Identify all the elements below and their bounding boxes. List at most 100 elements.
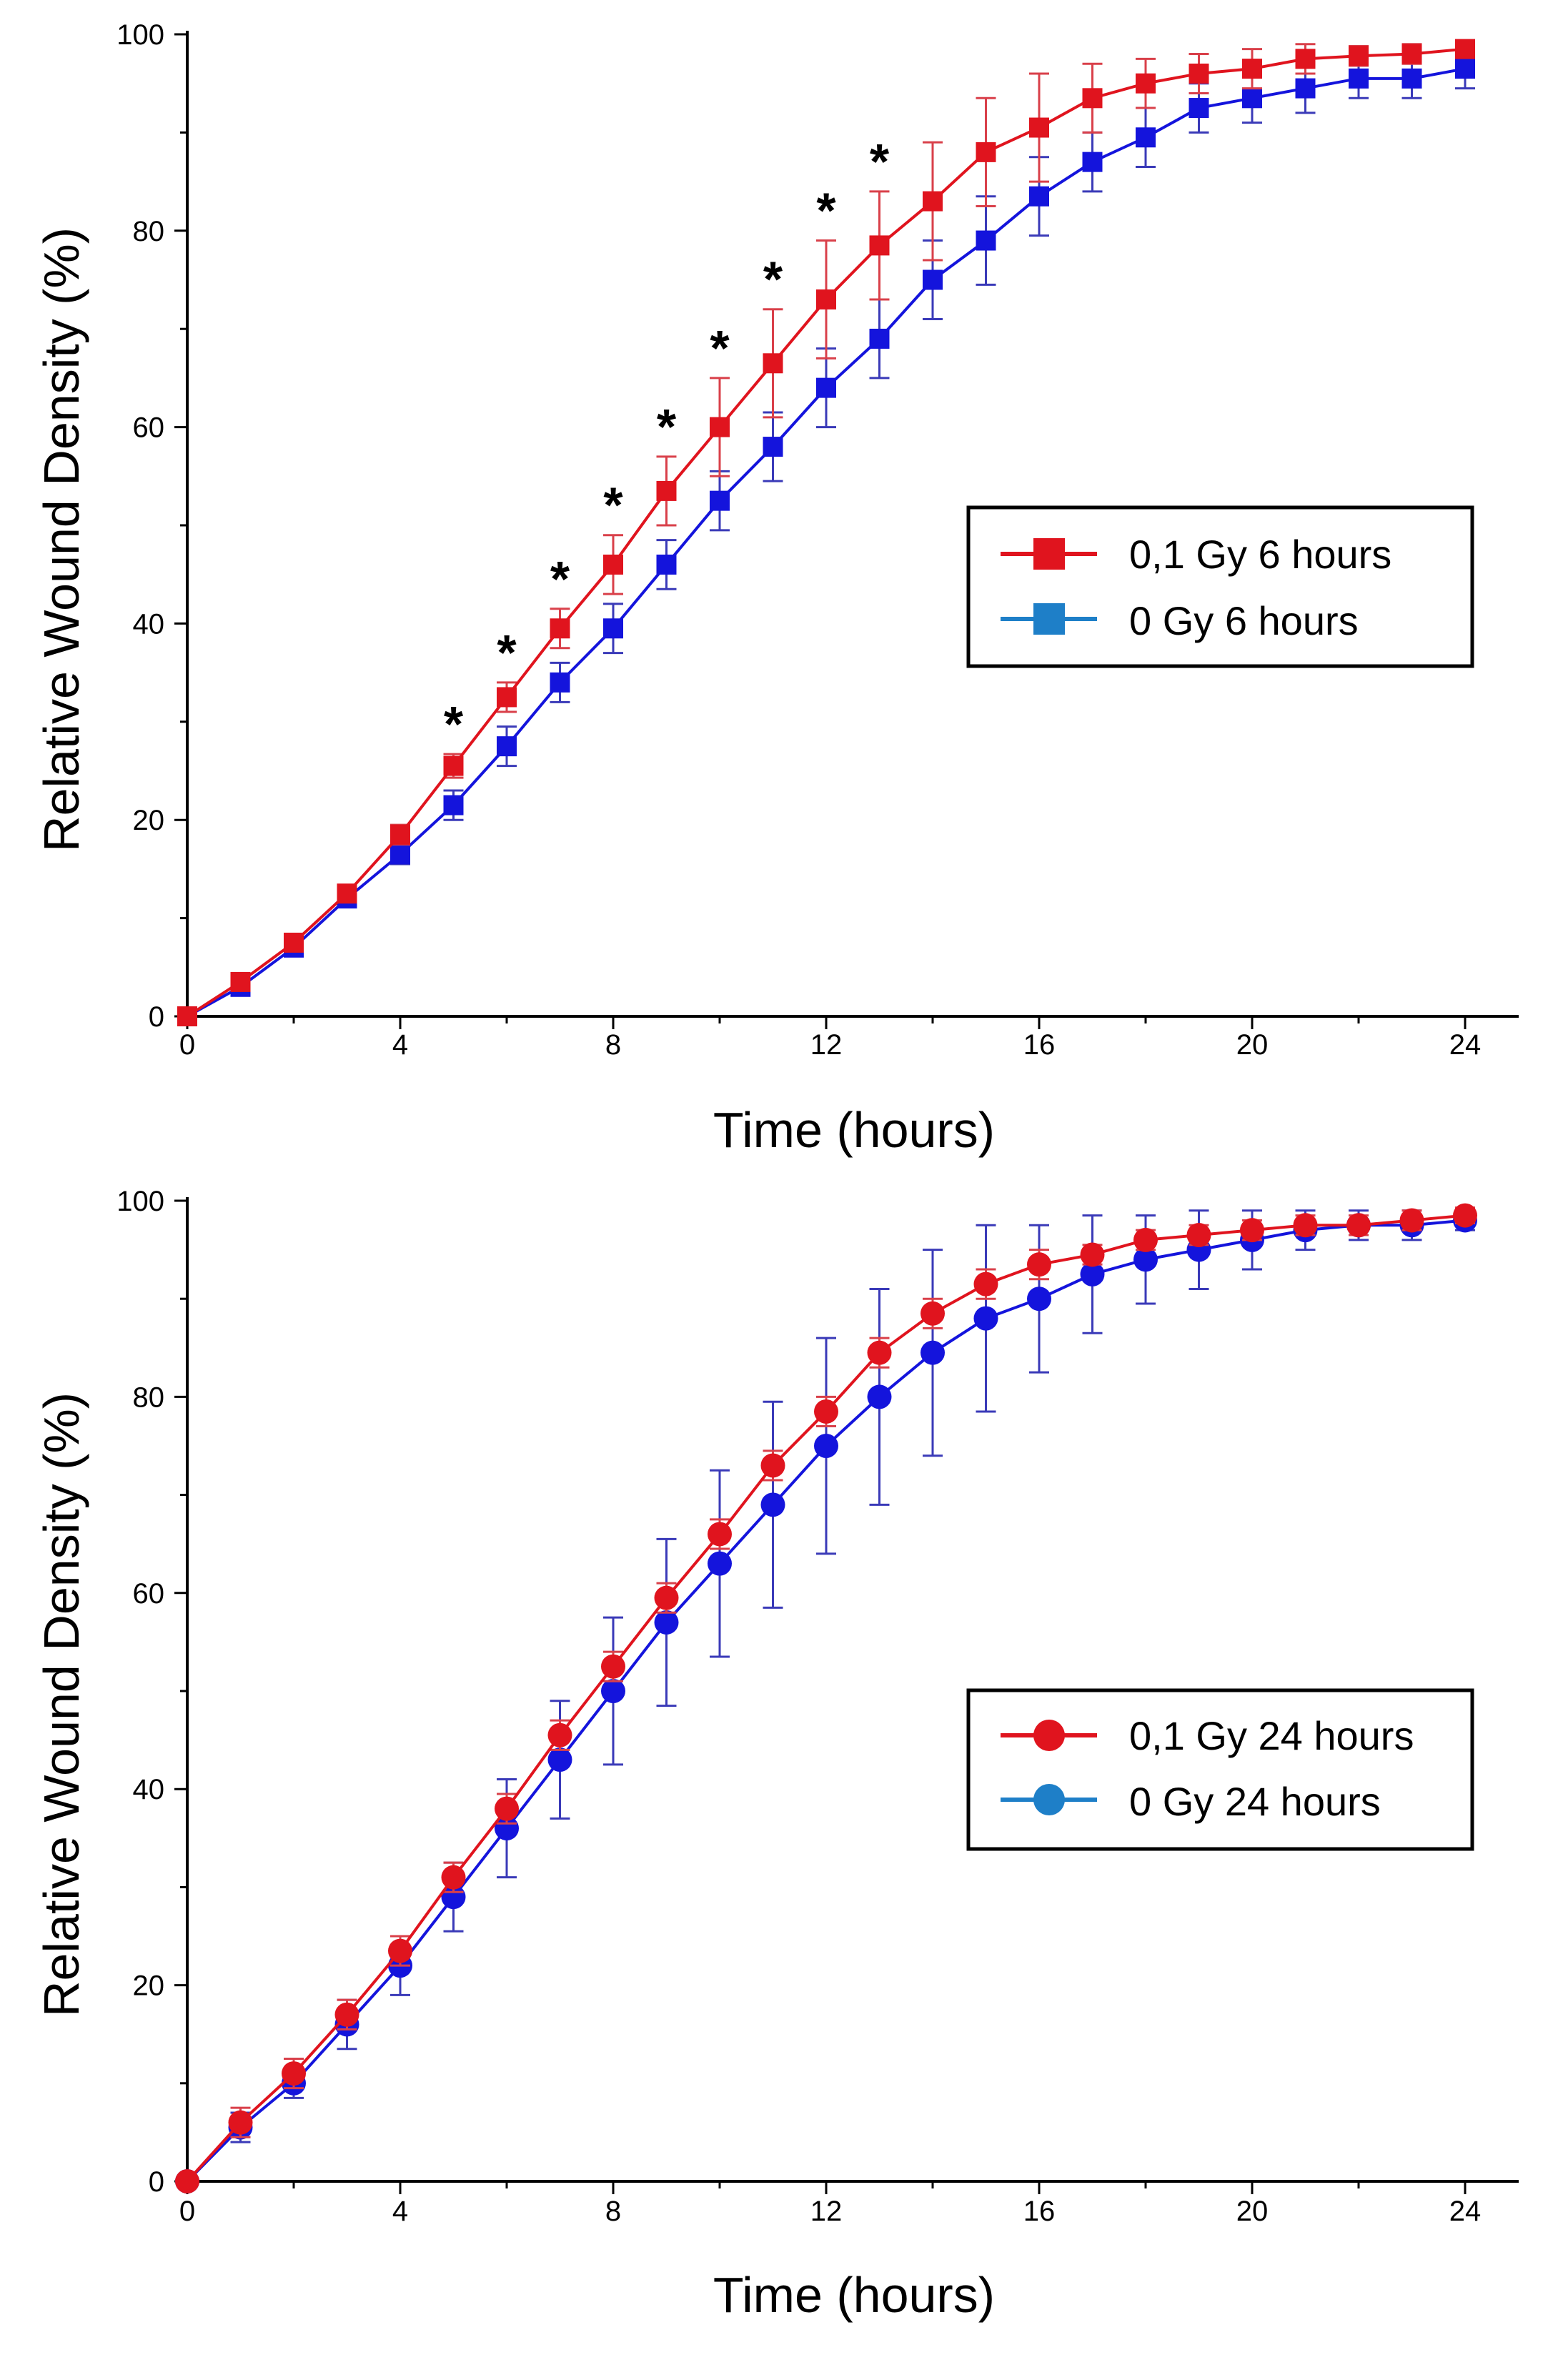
data-point (973, 1306, 998, 1331)
data-point (443, 755, 464, 776)
significance-asterisk: * (710, 320, 730, 376)
y-tick-label: 80 (133, 216, 165, 247)
top-chart-y-axis-label: Relative Wound Density (%) (34, 227, 89, 852)
data-point (1133, 1247, 1158, 1272)
top-chart-significance-markers: * * * * * * * * * (444, 134, 890, 752)
data-point (656, 480, 677, 501)
data-point (921, 1301, 945, 1326)
bottom-chart-axes: 0 20 40 60 80 100 0 4 8 12 16 20 24 (116, 1186, 1519, 2227)
y-tick-label: 40 (133, 1774, 165, 1805)
data-point (1349, 68, 1369, 89)
significance-asterisk: * (816, 183, 836, 239)
legend-label-treated-24h: 0,1 Gy 24 hours (1129, 1713, 1414, 1758)
x-tick-label: 8 (605, 1029, 621, 1061)
x-tick-label: 12 (810, 1029, 843, 1061)
data-point (175, 2169, 199, 2193)
bottom-chart-y-axis-label: Relative Wound Density (%) (34, 1392, 89, 2017)
data-point (1295, 49, 1316, 69)
data-point (282, 2061, 306, 2086)
data-point (973, 1271, 998, 1297)
data-point (816, 289, 836, 309)
data-point (603, 618, 623, 639)
data-point (1242, 88, 1262, 109)
legend-label-treated-6h: 0,1 Gy 6 hours (1129, 532, 1391, 577)
x-tick-label: 24 (1449, 1029, 1482, 1061)
data-point (869, 328, 890, 349)
data-point (760, 1453, 785, 1478)
top-chart-x-axis-label: Time (hours) (713, 1102, 995, 1158)
data-point (654, 1610, 679, 1635)
data-point (1080, 1261, 1105, 1286)
legend-circle-marker-blue (1033, 1784, 1065, 1815)
data-point (1029, 186, 1049, 207)
data-point (441, 1865, 466, 1890)
significance-asterisk: * (657, 399, 677, 455)
data-point (976, 142, 996, 162)
legend-circle-marker-red (1033, 1720, 1065, 1751)
legend-label-control-6h: 0 Gy 6 hours (1129, 598, 1359, 643)
data-point (1242, 59, 1262, 79)
data-point (708, 1522, 732, 1547)
bottom-chart-legend-box (966, 1688, 1474, 1851)
series-0 (175, 1203, 1477, 2193)
legend-label-control-24h: 0 Gy 24 hours (1129, 1779, 1381, 1824)
data-point (1189, 63, 1209, 84)
x-tick-label: 8 (605, 2196, 621, 2227)
data-point (1080, 1242, 1105, 1267)
y-tick-label: 60 (133, 1578, 165, 1610)
bottom-chart-series (175, 1203, 1477, 2193)
data-point (867, 1340, 892, 1365)
legend-square-marker-blue (1033, 603, 1065, 635)
significance-asterisk: * (444, 696, 464, 752)
data-point (284, 932, 304, 953)
x-tick-label: 16 (1023, 1029, 1056, 1061)
data-point (1455, 59, 1475, 79)
x-tick-label: 12 (810, 2196, 843, 2227)
data-point (228, 2110, 253, 2135)
x-tick-label: 24 (1449, 2196, 1482, 2227)
data-point (1186, 1223, 1211, 1248)
top-chart-legend-box (966, 505, 1474, 668)
data-point (656, 554, 677, 575)
data-point (337, 883, 357, 904)
y-tick-label: 0 (149, 2166, 164, 2198)
data-point (1027, 1286, 1051, 1312)
data-point (976, 230, 996, 251)
y-tick-label: 100 (116, 1186, 164, 1217)
data-point (1401, 44, 1422, 64)
data-point (1455, 39, 1475, 59)
data-point (869, 235, 890, 256)
x-tick-label: 4 (392, 1029, 408, 1061)
data-point (921, 1340, 945, 1365)
data-point (1240, 1218, 1264, 1243)
x-tick-label: 16 (1023, 2196, 1056, 2227)
y-tick-label: 40 (133, 608, 165, 640)
data-point (390, 844, 410, 865)
bottom-chart: 0 20 40 60 80 100 0 4 8 12 16 20 24 Time (hours) Rel… (34, 1186, 1519, 2323)
data-point (1082, 88, 1103, 109)
top-chart-axes: 0 20 40 60 80 100 0 4 8 12 16 20 24 (116, 19, 1519, 1061)
data-point (1027, 1252, 1051, 1277)
y-tick-label: 20 (133, 1970, 165, 2002)
y-tick-label: 80 (133, 1382, 165, 1413)
data-point (1189, 98, 1209, 119)
data-point (601, 1654, 625, 1679)
data-point (923, 191, 943, 212)
x-tick-label: 20 (1236, 2196, 1269, 2227)
data-point (1346, 1213, 1371, 1238)
bottom-chart-legend: 0,1 Gy 24 hours 0 Gy 24 hours (966, 1688, 1474, 1851)
x-tick-label: 0 (179, 1029, 195, 1061)
data-point (390, 824, 410, 845)
significance-asterisk: * (870, 134, 890, 189)
data-point (923, 269, 943, 290)
data-point (601, 1679, 625, 1703)
data-point (443, 795, 464, 815)
series-0 (177, 39, 1475, 1026)
data-point (763, 437, 783, 457)
data-point (1349, 46, 1369, 66)
data-point (497, 736, 517, 757)
data-point (814, 1434, 838, 1458)
data-point (1293, 1213, 1318, 1238)
data-point (1399, 1208, 1424, 1233)
